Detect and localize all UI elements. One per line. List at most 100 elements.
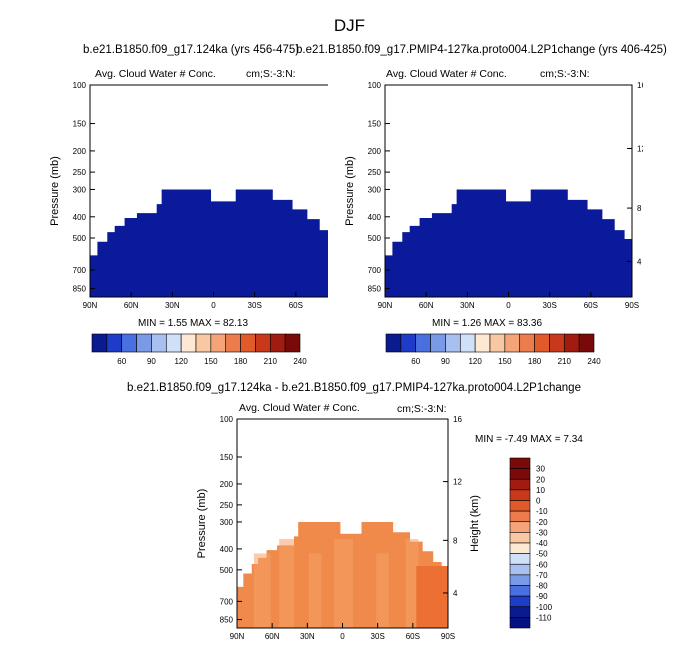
y-tick-label: 500 <box>220 566 234 575</box>
colorbar-label: -90 <box>536 592 548 601</box>
colorbar-box <box>180 333 197 353</box>
colorbar-box <box>509 500 531 512</box>
y-right-tick-label: 8 <box>453 536 458 545</box>
x-tick-label: 0 <box>211 301 216 310</box>
y-tick-label: 250 <box>73 168 87 177</box>
y-tick-label: 300 <box>368 185 382 194</box>
colorbar-box <box>151 333 167 353</box>
y-right-tick-label: 8 <box>637 204 642 213</box>
y-tick-label: 250 <box>368 168 382 177</box>
colorbar-box <box>534 333 550 353</box>
colorbar-label: 30 <box>536 465 545 474</box>
y-tick-label: 200 <box>73 147 87 156</box>
colorbar-label: 210 <box>558 357 572 366</box>
x-tick-label: 60N <box>265 632 280 641</box>
x-tick-label: 90N <box>230 632 245 641</box>
y-right-axis-label: Height (km) <box>469 495 481 552</box>
colorbar-box <box>504 333 521 353</box>
panel2-units-label: cm;S:-3:N: <box>540 68 590 80</box>
colorbar-label: 60 <box>117 357 126 366</box>
x-tick-label: 30S <box>543 301 557 310</box>
colorbar-box <box>509 532 531 544</box>
y-tick-label: 300 <box>73 185 87 194</box>
panel3-title: b.e21.B1850.f09_g17.124ka - b.e21.B1850.… <box>127 382 581 394</box>
colorbar-label: 120 <box>468 357 482 366</box>
panel1-title: b.e21.B1850.f09_g17.124ka (yrs 456-475) <box>83 44 300 56</box>
colorbar-label: -10 <box>536 507 548 516</box>
data-streak <box>279 539 294 628</box>
colorbar-label: 240 <box>587 357 601 366</box>
data-streak <box>308 553 322 628</box>
x-tick-label: 30S <box>371 632 385 641</box>
colorbar-box <box>400 333 417 353</box>
panel1-heatmap: 10015020025030040050070085016128490N60N3… <box>49 81 328 310</box>
x-tick-label: 60S <box>406 632 420 641</box>
colorbar-box <box>91 333 108 353</box>
colorbar-label: -60 <box>536 560 548 569</box>
colorbar-box <box>509 553 531 565</box>
colorbar-box <box>385 333 402 353</box>
y-tick-label: 300 <box>220 518 234 527</box>
panel2-title: b.e21.B1850.f09_g17.PMIP4-127ka.proto004… <box>296 44 667 56</box>
y-tick-label: 850 <box>73 284 87 293</box>
y-right-tick-label: 12 <box>453 478 462 487</box>
panel2-colorbar: 6090120150180210240270 <box>385 333 601 366</box>
colorbar-box <box>509 542 531 554</box>
colorbar-box <box>240 333 256 353</box>
data-region <box>90 189 328 297</box>
data-streak <box>376 553 389 628</box>
y-tick-label: 500 <box>368 234 382 243</box>
panel1-min-max: MIN = 1.55 MAX = 82.13 <box>138 318 249 329</box>
y-tick-label: 850 <box>368 284 382 293</box>
colorbar-box <box>509 595 531 608</box>
colorbar-label: -20 <box>536 518 548 527</box>
colorbar-box <box>509 606 531 618</box>
panel1-variable-label: Avg. Cloud Water # Conc. <box>95 68 216 80</box>
x-tick-label: 60S <box>289 301 303 310</box>
colorbar-box <box>284 333 301 353</box>
x-tick-label: 30S <box>248 301 262 310</box>
colorbar-box <box>509 574 531 586</box>
colorbar-box <box>430 333 446 353</box>
colorbar-label: 150 <box>498 357 512 366</box>
colorbar-box <box>165 333 182 353</box>
panel1-colorbar: 6090120150180210240270 <box>91 333 307 366</box>
y-tick-label: 400 <box>220 545 234 554</box>
panel1-units-label: cm;S:-3:N: <box>246 68 296 80</box>
y-tick-label: 150 <box>220 453 234 462</box>
colorbar-label: 150 <box>204 357 218 366</box>
panel2-heatmap: 100 150 200 250 300 400 500 700 850 16 12 8 4 90N 60N 3… <box>344 81 643 310</box>
y-axis-label: Pressure (mb) <box>49 156 61 226</box>
data-streak <box>253 553 271 628</box>
x-tick-label: 90S <box>441 632 455 641</box>
x-tick-label: 60N <box>419 301 434 310</box>
x-tick-label: 0 <box>340 632 345 641</box>
colorbar-label: 180 <box>234 357 248 366</box>
colorbar-box <box>136 333 152 353</box>
colorbar-box <box>210 333 227 353</box>
y-right-tick-label: 16 <box>453 415 462 424</box>
panel2-variable-label: Avg. Cloud Water # Conc. <box>386 68 507 80</box>
colorbar-box <box>519 333 535 353</box>
colorbar-box <box>106 333 123 353</box>
data-streak <box>334 539 354 628</box>
y-right-tick-label: 4 <box>637 257 642 266</box>
colorbar-box <box>255 333 271 353</box>
y-tick-label: 100 <box>220 415 234 424</box>
colorbar-label: -110 <box>536 613 552 622</box>
colorbar-box <box>509 468 531 480</box>
colorbar-label: 20 <box>536 475 545 484</box>
y-tick-label: 500 <box>73 234 87 243</box>
colorbar-box <box>445 333 461 353</box>
colorbar-box <box>509 521 531 533</box>
colorbar-label: -70 <box>536 571 548 580</box>
colorbar-label: 90 <box>147 357 156 366</box>
x-tick-label: 90N <box>378 301 393 310</box>
colorbar-label: -30 <box>536 528 548 537</box>
colorbar-box <box>195 333 212 353</box>
colorbar-label: 210 <box>264 357 278 366</box>
colorbar-label: 10 <box>536 486 545 495</box>
colorbar-box <box>509 457 531 469</box>
x-tick-label: 90N <box>83 301 98 310</box>
